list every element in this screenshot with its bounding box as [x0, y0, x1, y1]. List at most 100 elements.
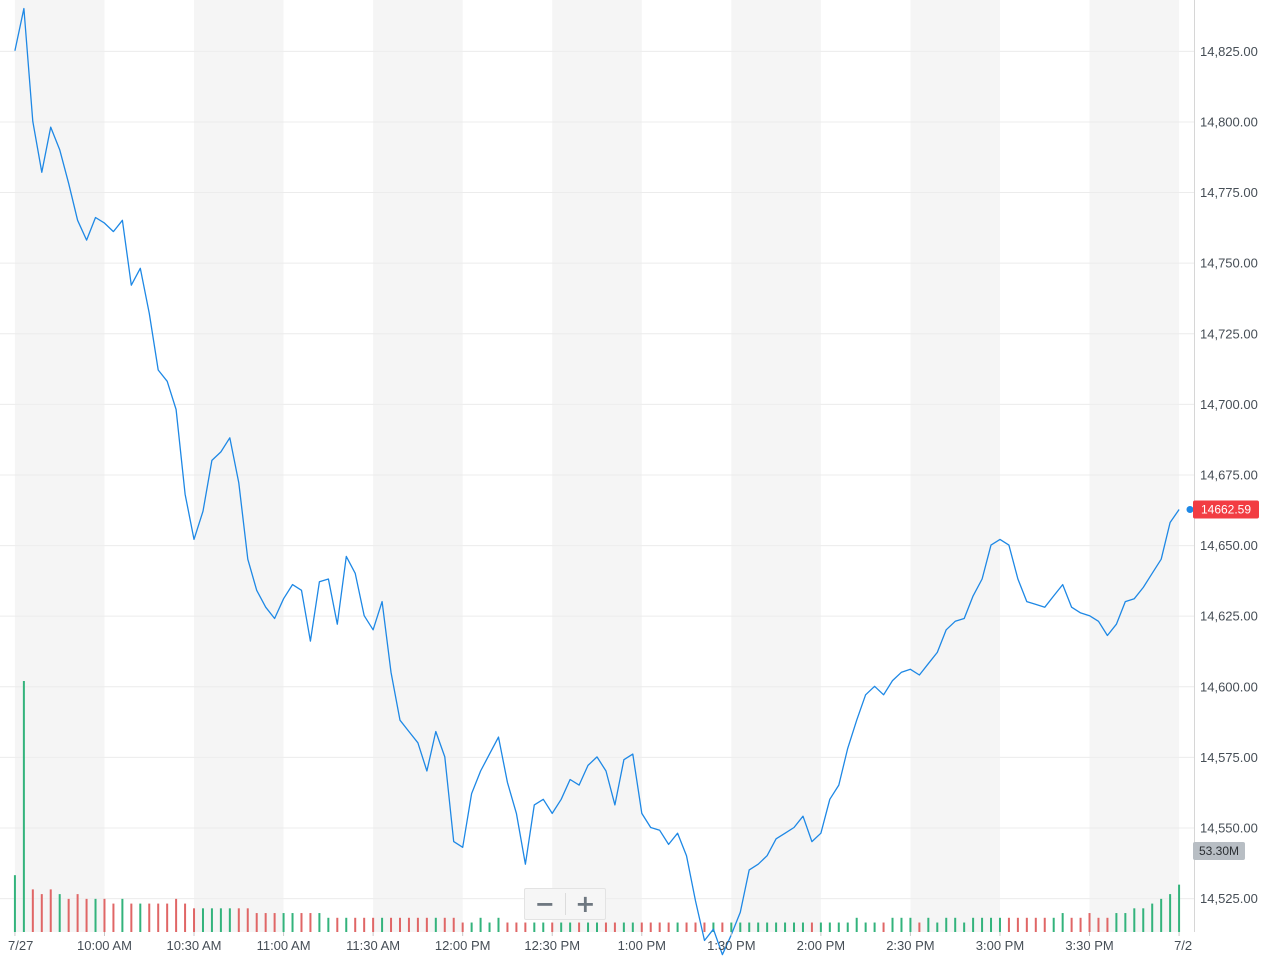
volume-bar — [667, 922, 670, 932]
volume-bar — [793, 922, 796, 932]
x-tick-label: 3:30 PM — [1065, 938, 1113, 953]
time-band — [373, 0, 463, 932]
volume-bar — [461, 922, 464, 932]
volume-bar — [855, 917, 858, 932]
volume-bar — [963, 922, 966, 932]
time-band — [910, 0, 1000, 932]
volume-bar — [658, 922, 661, 932]
time-band — [1089, 0, 1180, 932]
volume-bar — [237, 908, 240, 932]
volume-bar — [103, 898, 106, 932]
volume-bar — [900, 917, 903, 932]
time-band — [552, 0, 642, 932]
zoom-in-button[interactable]: + — [575, 890, 596, 918]
volume-bar — [864, 922, 867, 932]
volume-bar — [1025, 917, 1028, 932]
x-tick-label: 10:30 AM — [167, 938, 222, 953]
volume-bar — [219, 908, 222, 932]
volume-bar — [1043, 917, 1046, 932]
volume-bar — [85, 898, 88, 932]
volume-bar — [434, 917, 437, 932]
volume-bar — [363, 917, 366, 932]
volume-bar — [470, 922, 473, 932]
volume-bar — [1097, 917, 1100, 932]
volume-bar — [273, 913, 276, 932]
x-tick-label: 7/27 — [8, 938, 33, 953]
volume-bar — [569, 922, 572, 932]
volume-bar — [139, 903, 142, 932]
zoom-divider — [564, 893, 566, 915]
y-tick-label: 14,725.00 — [1200, 326, 1258, 341]
volume-bar — [246, 908, 249, 932]
time-band — [194, 0, 284, 932]
time-band — [731, 0, 821, 932]
volume-bar — [390, 917, 393, 932]
y-tick-label: 14,575.00 — [1200, 750, 1258, 765]
y-axis-ticks: 14,825.00 14,800.00 14,775.00 14,750.00 14,7… — [1200, 44, 1258, 906]
volume-bar — [443, 917, 446, 932]
volume-bar — [801, 922, 804, 932]
volume-bar — [497, 917, 500, 932]
volume-bar — [810, 922, 813, 932]
x-tick-label: 11:00 AM — [257, 938, 311, 953]
volume-bar — [1169, 894, 1172, 932]
volume-bar — [148, 903, 151, 932]
last-price-badge: 14662.59 — [1193, 500, 1259, 519]
volume-bar — [578, 922, 581, 932]
x-tick-label: 2:00 PM — [797, 938, 845, 953]
y-tick-label: 14,650.00 — [1200, 538, 1258, 553]
volume-bar — [748, 922, 751, 932]
volume-bar — [873, 922, 876, 932]
volume-badge: 53.30M — [1193, 842, 1245, 860]
volume-bar — [766, 922, 769, 932]
volume-bar — [739, 922, 742, 932]
x-tick-label: 12:00 PM — [435, 938, 491, 953]
volume-bar — [210, 908, 213, 932]
volume-bar — [1106, 917, 1109, 932]
x-tick-label: 10:00 AM — [77, 938, 132, 953]
x-tick-label: 1:30 PM — [707, 938, 755, 953]
x-tick-label: 1:00 PM — [618, 938, 666, 953]
x-tick-label: 3:00 PM — [976, 938, 1024, 953]
volume-bar — [354, 917, 357, 932]
zoom-out-button[interactable]: − — [534, 890, 555, 918]
volume-bar — [40, 894, 43, 932]
x-axis-ticks: 7/27 10:00 AM 10:30 AM 11:00 AM 11:30 AM 12:0… — [8, 932, 1192, 953]
x-tick-label: 2:30 PM — [886, 938, 934, 953]
volume-bar — [694, 922, 697, 932]
volume-bar — [649, 922, 652, 932]
time-band — [14, 0, 105, 932]
volume-bar — [452, 917, 455, 932]
volume-bar — [49, 889, 52, 932]
volume-bar — [730, 922, 733, 932]
volume-bar — [551, 922, 554, 932]
volume-bar — [613, 922, 616, 932]
volume-bar — [416, 917, 419, 932]
volume-bar — [175, 898, 178, 932]
volume-bar — [604, 922, 607, 932]
volume-bar — [291, 913, 294, 932]
volume-bar — [506, 922, 509, 932]
volume-bar — [819, 922, 822, 932]
volume-bar — [524, 922, 527, 932]
volume-bar — [954, 917, 957, 932]
y-tick-label: 14,775.00 — [1200, 185, 1258, 200]
y-tick-label: 14,525.00 — [1200, 891, 1258, 906]
volume-bar — [703, 922, 706, 932]
volume-bar — [972, 917, 975, 932]
volume-bar — [828, 922, 831, 932]
volume-bar — [1124, 913, 1127, 932]
volume-bar — [31, 889, 34, 932]
volume-bar — [13, 875, 16, 932]
volume-bar — [945, 917, 948, 932]
volume-bar — [1016, 917, 1019, 932]
volume-bar — [121, 898, 124, 932]
volume-bar — [112, 903, 115, 932]
volume-bar — [533, 922, 536, 932]
volume-bar — [640, 922, 643, 932]
volume-bar — [488, 922, 491, 932]
volume-bar — [157, 903, 160, 932]
volume-bar — [1133, 908, 1136, 932]
y-tick-label: 14,550.00 — [1200, 821, 1258, 836]
